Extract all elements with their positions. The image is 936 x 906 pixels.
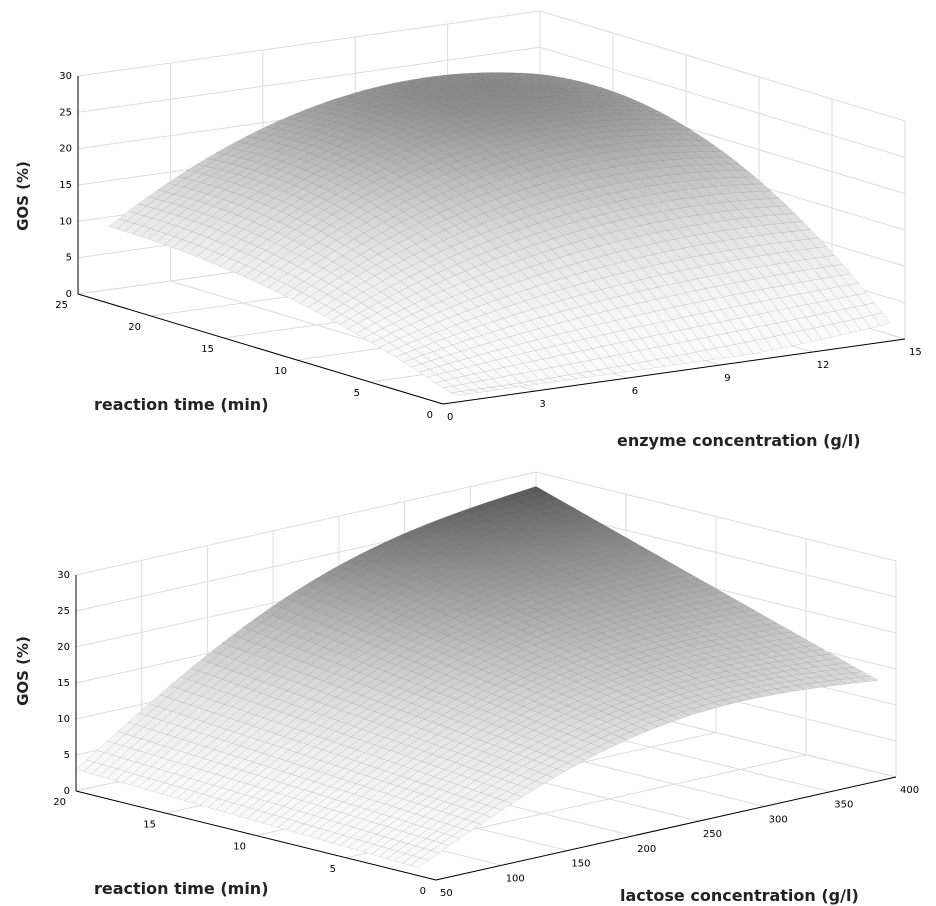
back-gridline-z: [77, 46, 541, 113]
surface-patch: [556, 503, 576, 512]
y-tick-label: 10: [274, 366, 287, 377]
x-tick-label: 250: [703, 829, 722, 840]
x-tick-label: 300: [769, 814, 788, 825]
z-tick-label: 15: [57, 678, 70, 689]
x-tick-label: 15: [909, 347, 922, 358]
tick-labels: 0 5 10 15 20 25 30 0 3 6 9 12 15 0 5 10 15 20 25: [55, 71, 921, 423]
x-tick-label: 3: [539, 399, 545, 410]
x-axis-label: enzyme concentration (g/l): [617, 431, 861, 450]
z-axis-label: GOS (%): [14, 161, 32, 231]
x-tick-label: 6: [632, 386, 638, 397]
x-tick-label: 50: [440, 888, 453, 899]
side-gridline-z: [539, 46, 906, 158]
surface-patch: [673, 124, 692, 131]
z-tick-label: 10: [57, 714, 70, 725]
y-axis-label: reaction time (min): [94, 879, 269, 898]
surface-patch: [649, 556, 669, 565]
y-tick-label: 15: [201, 344, 214, 355]
surface-patch: [577, 82, 596, 86]
surface-mesh: [108, 72, 891, 396]
surface-patch: [617, 96, 636, 101]
surface-patch: [569, 80, 588, 84]
surface-patch: [689, 134, 708, 141]
z-tick-label: 20: [59, 144, 72, 155]
side-gridline-z: [535, 471, 897, 562]
side-gridline-z: [539, 10, 906, 122]
surface-patch: [832, 264, 851, 276]
surface-patch: [554, 76, 572, 80]
surface-patch: [562, 78, 580, 82]
surface-patch: [641, 106, 660, 112]
y-tick-label: 20: [128, 322, 141, 333]
surface-patch: [696, 140, 716, 147]
z-tick-label: 5: [66, 253, 72, 264]
y-axis-label: reaction time (min): [94, 395, 269, 414]
y-tick-label: 0: [420, 886, 426, 897]
z-tick-label: 5: [64, 750, 70, 761]
x-tick-label: 9: [724, 373, 730, 384]
x-tick-label: 150: [571, 859, 590, 870]
surface-patch: [564, 508, 583, 517]
x-tick-label: 400: [900, 785, 919, 796]
z-tick-label: 0: [64, 786, 70, 797]
y-axis-line: [75, 790, 437, 881]
surface-patch: [784, 213, 804, 223]
surface-patch: [593, 87, 612, 92]
z-tick-label: 30: [57, 570, 70, 581]
x-axis-label: lactose concentration (g/l): [620, 886, 859, 905]
surface-patch: [530, 73, 549, 76]
z-tick-label: 25: [57, 606, 70, 617]
z-tick-label: 30: [59, 71, 72, 82]
surface-patch: [713, 151, 732, 158]
surface-patch: [657, 561, 677, 569]
surface-patch: [848, 283, 867, 296]
surface-patch: [872, 312, 891, 326]
surface-chart-enzyme: 0 5 10 15 20 25 30 0 3 6 9 12 15 0 5 10 15 20 25 GOS (%) r…: [14, 10, 922, 450]
back-gridline-z: [75, 471, 537, 576]
x-tick-label: 100: [506, 873, 525, 884]
z-tick-label: 0: [66, 289, 72, 300]
surface-patch: [540, 495, 560, 503]
y-tick-label: 10: [233, 842, 246, 853]
z-tick-label: 25: [59, 107, 72, 118]
back-gridline-z: [77, 10, 541, 77]
surface-patch: [601, 89, 620, 95]
z-tick-label: 15: [59, 180, 72, 191]
surface-patch: [633, 103, 652, 108]
x-tick-label: 200: [637, 844, 656, 855]
surface-patch: [736, 170, 756, 178]
z-tick-label: 10: [59, 216, 72, 227]
y-axis-line: [77, 293, 444, 405]
y-tick-label: 5: [354, 388, 360, 399]
x-axis-line: [435, 776, 897, 881]
surface-patch: [808, 237, 827, 248]
y-tick-label: 0: [427, 410, 433, 421]
y-tick-label: 5: [330, 864, 336, 875]
x-tick-label: 350: [834, 800, 853, 811]
surface-patch: [705, 145, 724, 152]
x-tick-label: 0: [447, 412, 453, 423]
surface-patch: [538, 74, 556, 77]
z-tick-label: 20: [57, 642, 70, 653]
x-axis-line: [442, 338, 906, 405]
x-tick-label: 12: [817, 360, 830, 371]
y-tick-label: 25: [55, 300, 68, 311]
z-axis-label: GOS (%): [14, 636, 32, 706]
surface-mesh: [75, 486, 879, 868]
y-tick-label: 20: [53, 797, 66, 808]
surface-patch: [634, 547, 653, 556]
surface-chart-lactose: 0 5 10 15 20 25 30 50 100 150 200 250 300 350 400 0 5 10 1…: [14, 471, 919, 905]
surface-patch: [856, 292, 875, 306]
surface-patch: [546, 75, 564, 79]
y-tick-label: 15: [143, 819, 156, 830]
surface-patch: [641, 552, 661, 560]
